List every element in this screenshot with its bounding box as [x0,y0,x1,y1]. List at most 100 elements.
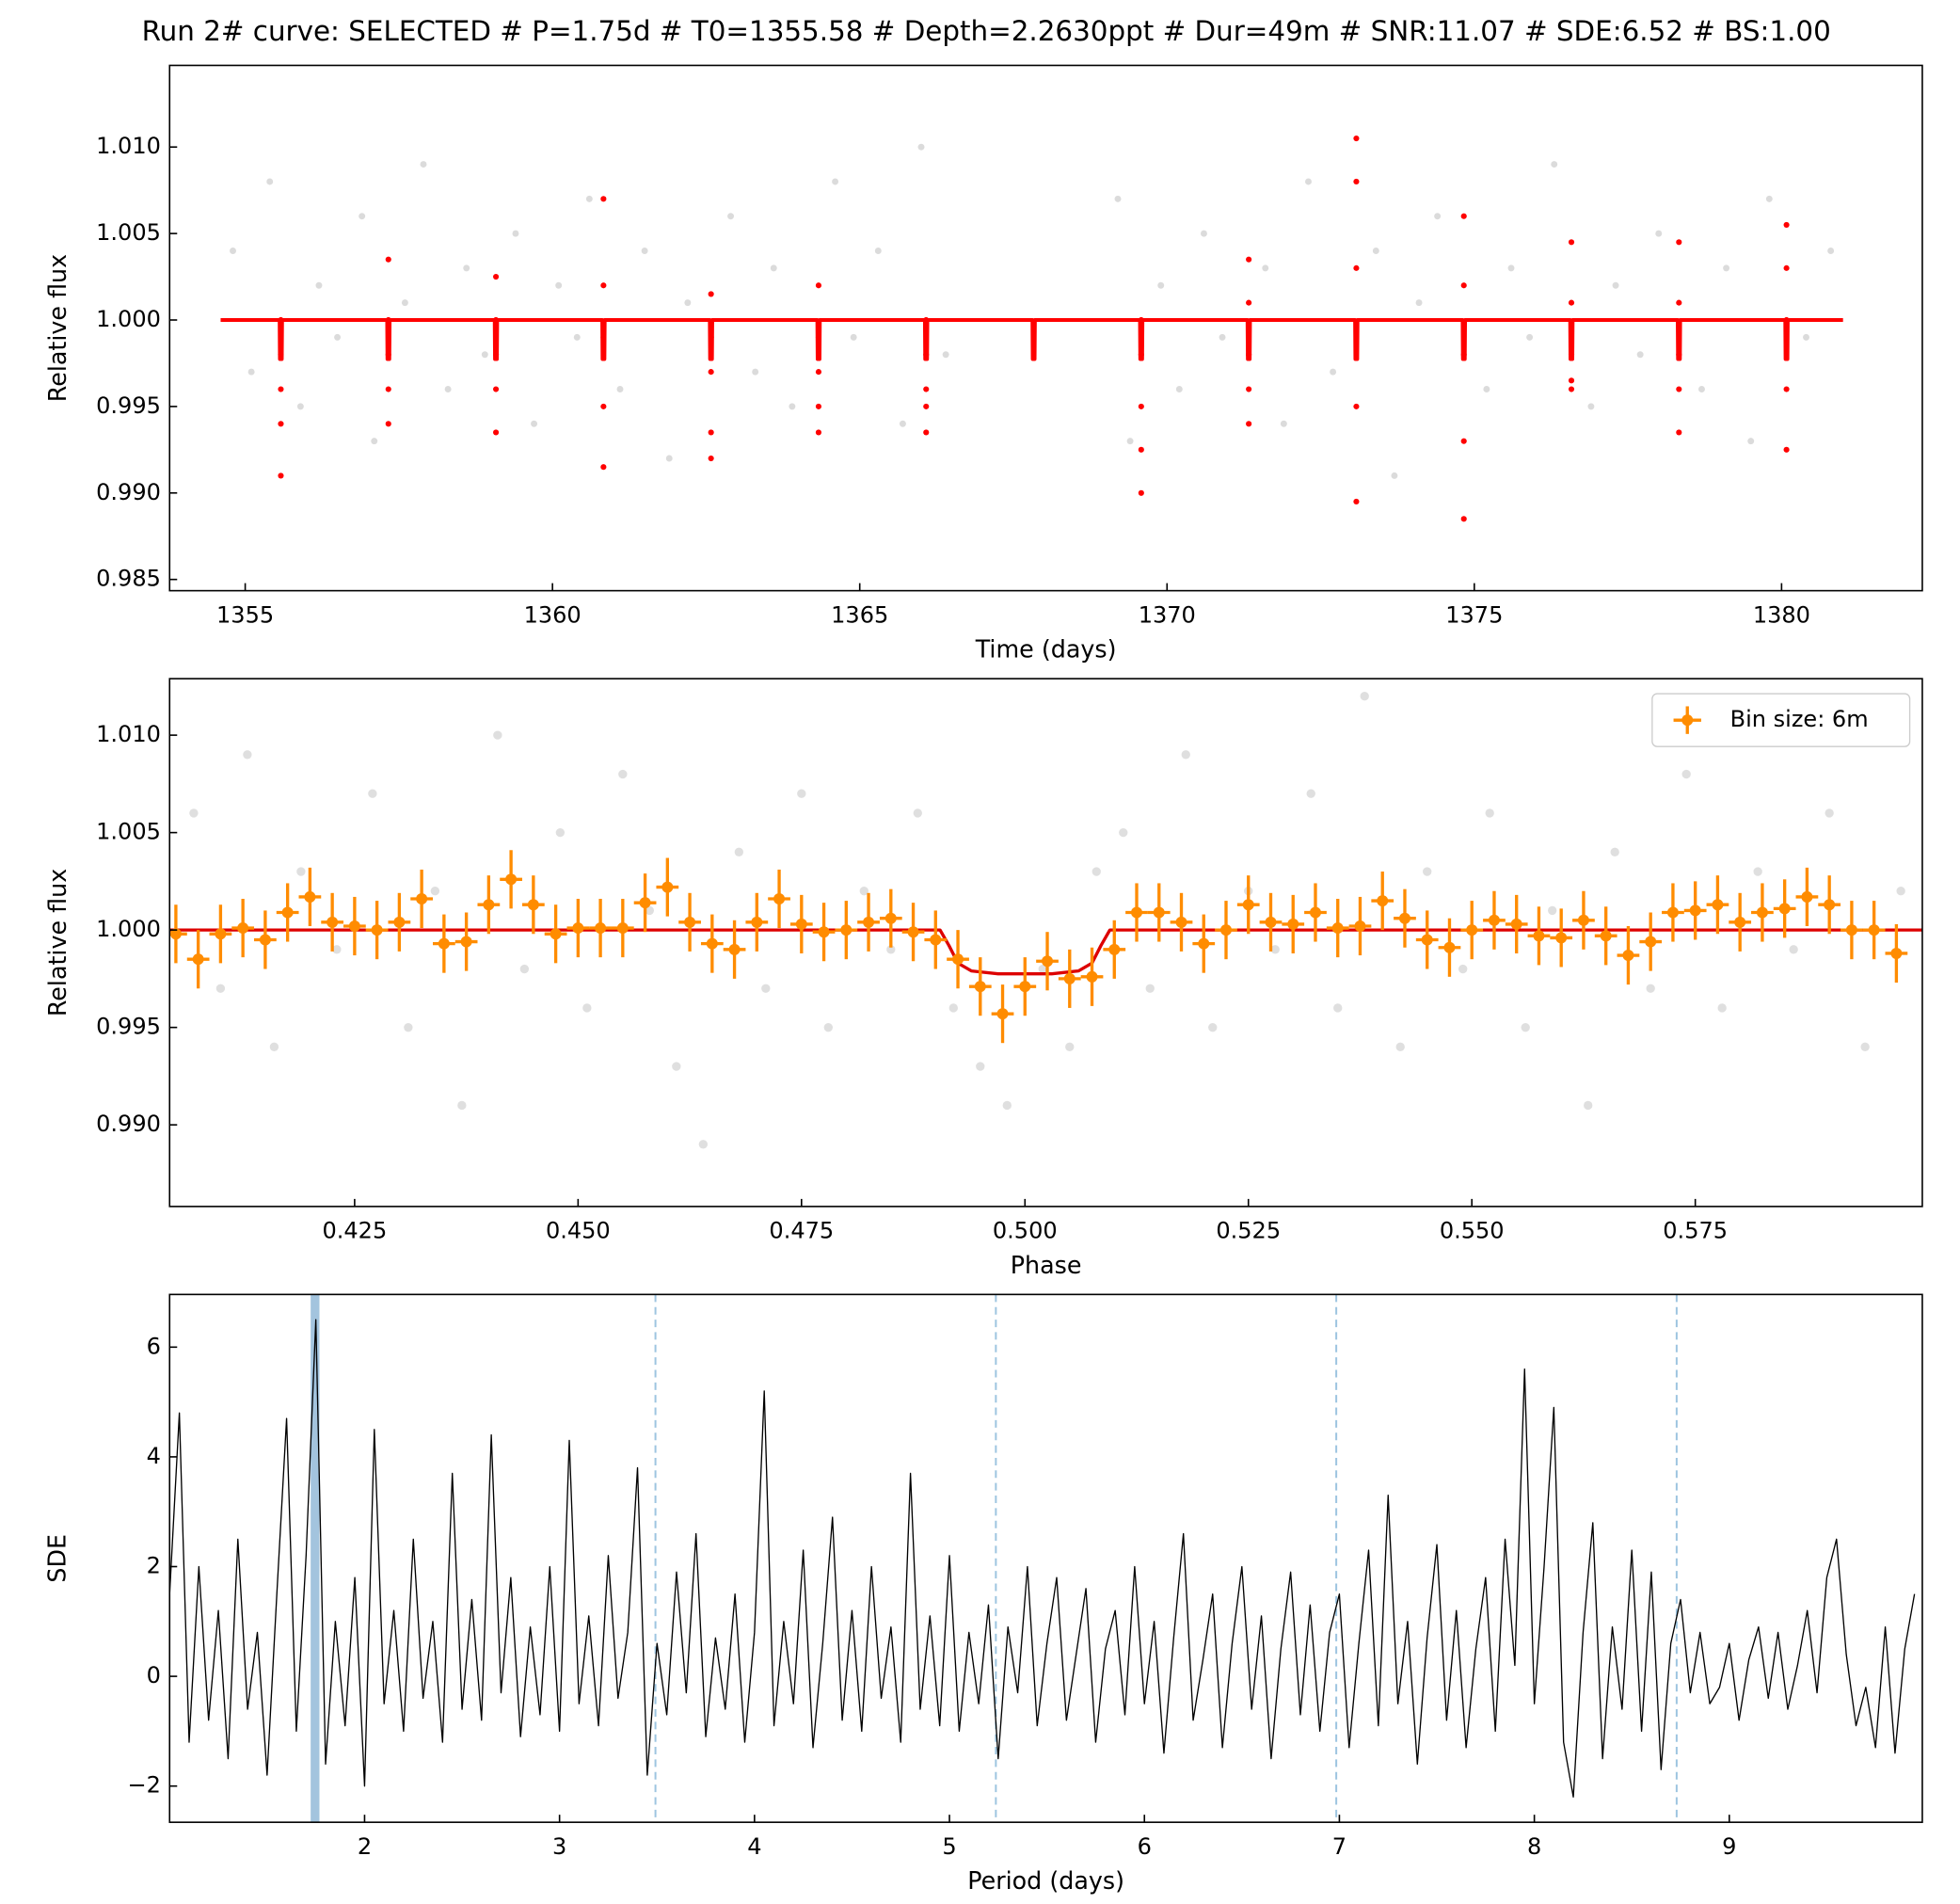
bin-marker [1019,981,1031,993]
data-point [1789,945,1798,954]
y-tick-label: 1.005 [96,219,161,246]
data-point [1827,248,1835,254]
data-point [1587,403,1595,410]
data-point [1568,386,1575,392]
bin-marker [1845,924,1857,936]
y-tick-label: 0.995 [96,392,161,419]
data-point [1092,867,1101,876]
data-point [1655,230,1663,237]
series-line [169,1319,1916,1799]
data-point [189,808,199,818]
data-point [815,334,822,341]
bin-marker [1421,934,1433,946]
data-point [600,282,607,289]
bin-marker [550,928,562,940]
data-point [430,887,440,896]
data-point [1157,281,1165,289]
data-point [1610,847,1619,856]
data-point [385,351,391,358]
data-point [859,887,868,896]
y-tick-label: 4 [147,1443,161,1469]
data-point [444,386,452,392]
bin-marker [1868,924,1880,936]
bin-marker [169,928,182,940]
data-point [1246,256,1252,263]
data-point [1568,377,1575,384]
bin-marker [1443,941,1456,953]
data-point [1353,135,1360,142]
data-point [1717,1003,1727,1013]
data-point [1138,403,1144,409]
bin-marker [1175,916,1187,928]
bin-marker [1354,920,1366,933]
data-point [1138,351,1144,358]
data-point [1783,386,1790,392]
data-point [555,827,566,838]
bin-marker [1198,937,1210,950]
data-point [278,386,284,392]
bin-marker [371,924,383,936]
data-point [368,789,377,798]
x-tick-label: 9 [1722,1833,1736,1860]
x-tick-label: 1380 [1753,601,1810,628]
data-point [1676,351,1682,358]
data-point [1584,1100,1593,1111]
data-point [1460,351,1467,358]
data-point [385,421,391,427]
bin-marker [751,916,763,928]
bin-marker [460,936,472,948]
x-tick-label: 1370 [1139,601,1196,628]
data-point [1372,248,1379,254]
data-point [247,368,255,376]
data-point [278,472,284,479]
data-point [672,1062,681,1071]
data-point [555,281,563,289]
data-point [708,429,714,436]
data-point [1485,808,1494,818]
y-tick-label: 0.990 [96,1111,161,1137]
y-axis-label: Relative flux [43,254,72,402]
data-point [1765,195,1773,202]
x-axis-label: Phase [1011,1251,1082,1279]
bin-marker [393,916,406,928]
bin-marker [840,924,853,936]
data-point [874,248,882,254]
data-point [850,333,857,341]
y-tick-label: 0.990 [96,479,161,505]
data-point [1208,1022,1218,1032]
bin-marker [1712,899,1724,911]
data-point [815,429,822,436]
y-tick-label: 6 [147,1333,161,1359]
data-point [1681,769,1691,779]
bin-marker [616,922,629,935]
data-point [1434,213,1442,220]
plot-area [169,692,1922,1149]
bin-marker [863,916,875,928]
x-tick-label: 0.500 [993,1218,1058,1244]
x-tick-label: 1355 [216,601,274,628]
data-point [698,1140,709,1149]
data-point [1119,827,1128,838]
data-point [899,420,906,427]
data-point [215,984,226,993]
data-point [923,429,930,436]
data-point [296,403,304,410]
data-point [1219,333,1226,341]
data-point [463,264,470,272]
data-point [1896,887,1905,896]
data-point [1803,333,1809,341]
data-point [708,455,714,462]
data-point [371,438,378,445]
bin-marker [1086,970,1098,983]
data-point [582,1003,592,1013]
data-point [315,281,323,289]
data-point [815,369,822,376]
legend-label: Bin size: 6m [1730,706,1869,732]
bin-marker [1042,955,1054,968]
data-point [1458,964,1468,974]
data-point [573,333,581,341]
y-tick-label: 0.995 [96,1014,161,1040]
data-point [1753,867,1762,876]
bin-marker [1756,906,1768,919]
bin-marker [1131,906,1143,919]
